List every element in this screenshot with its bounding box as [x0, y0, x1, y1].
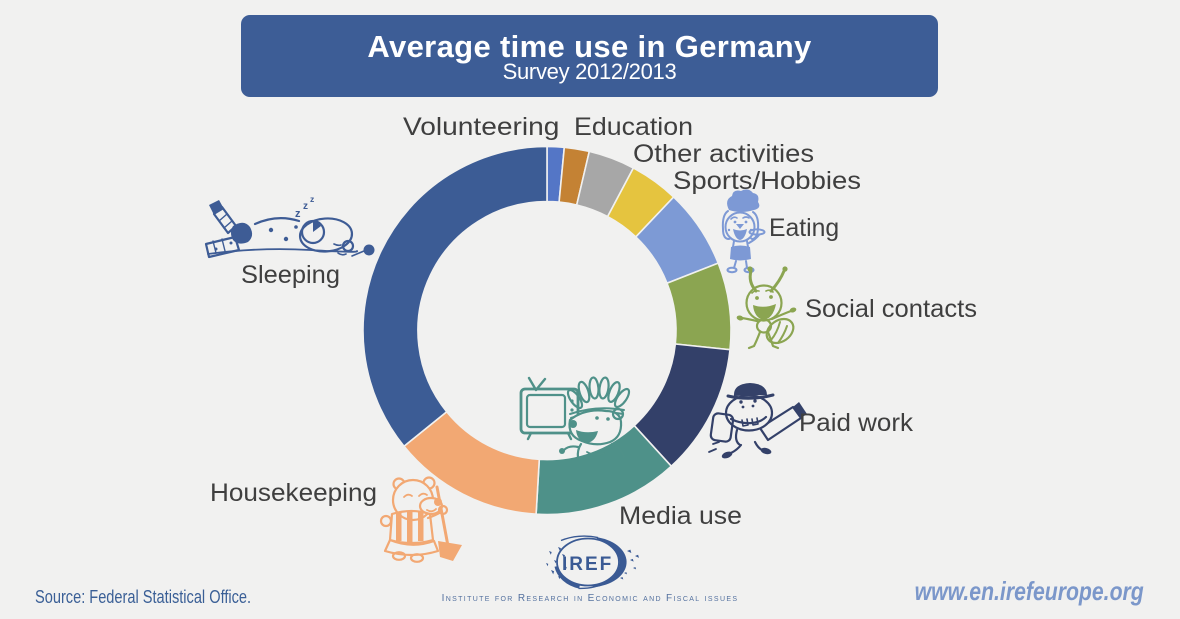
svg-text:z: z: [295, 208, 301, 220]
svg-text:z: z: [303, 201, 308, 212]
svg-text:IREF: IREF: [562, 554, 613, 575]
svg-text:z: z: [310, 194, 314, 204]
